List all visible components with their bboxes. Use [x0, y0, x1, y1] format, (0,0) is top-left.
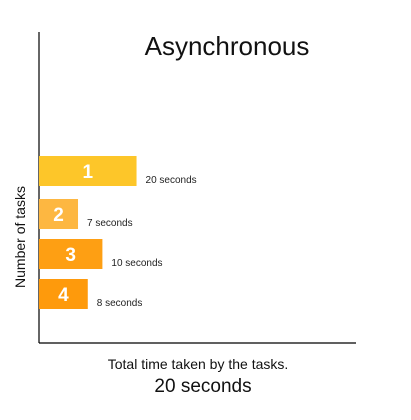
bar-number-label: 1	[82, 162, 93, 183]
bar-task-3	[39, 239, 103, 269]
y-axis-label: Number of tasks	[12, 186, 28, 288]
bars-group: 1 20 seconds 2 7 seconds 3 10 seconds 4 8 secon…	[39, 156, 197, 309]
bar-number-label: 4	[58, 285, 69, 306]
chart-title: Asynchronous	[145, 31, 310, 61]
bar-task-1	[39, 156, 137, 186]
bar-duration-label: 20 seconds	[146, 175, 197, 186]
bar-task-4	[39, 279, 88, 309]
total-time-label: 20 seconds	[154, 376, 251, 397]
bar-number-label: 3	[65, 245, 76, 266]
bar-duration-label: 10 seconds	[111, 258, 162, 269]
x-axis-label: Total time taken by the tasks.	[108, 356, 289, 372]
bar-duration-label: 8 seconds	[97, 298, 143, 309]
bar-number-label: 2	[53, 205, 64, 226]
bar-duration-label: 7 seconds	[87, 218, 133, 229]
bar-task-2	[39, 199, 79, 229]
